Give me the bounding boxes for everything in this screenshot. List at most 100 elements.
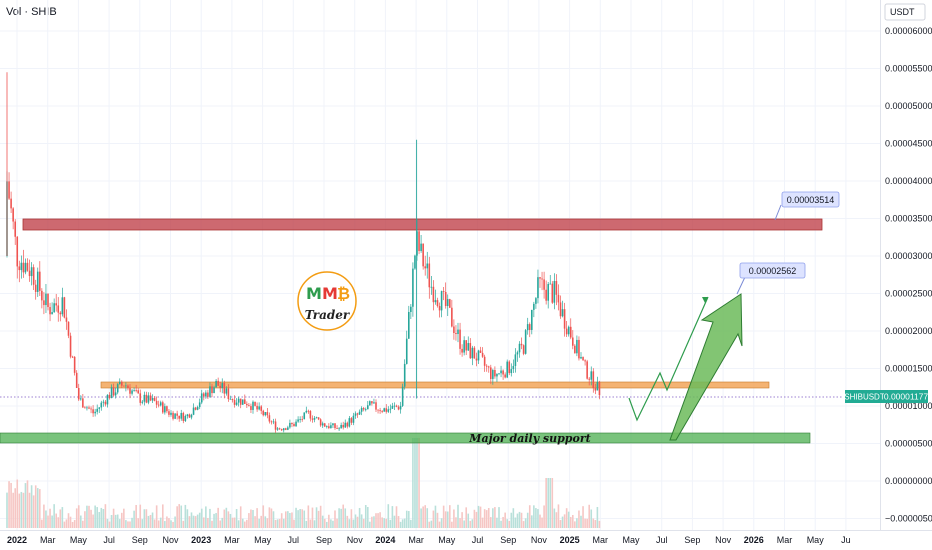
- candle-body: [225, 388, 228, 394]
- volume-bar: [303, 510, 306, 528]
- volume-bar: [114, 514, 117, 528]
- candle-body: [510, 369, 513, 374]
- candle-body: [176, 413, 178, 416]
- volume-bar: [39, 489, 41, 528]
- volume-bar: [293, 519, 295, 528]
- volume-bar: [94, 505, 96, 528]
- volume-bar: [215, 513, 217, 528]
- volume-bar: [135, 504, 137, 528]
- candle-body: [30, 267, 33, 277]
- volume-bar: [264, 516, 267, 528]
- candle-body: [246, 403, 248, 406]
- volume-bar: [588, 504, 590, 528]
- volume-bar: [469, 520, 472, 528]
- volume-bar: [549, 478, 552, 528]
- candle-body: [98, 407, 101, 409]
- currency-label: USDT: [890, 7, 915, 17]
- volume-bar: [86, 505, 88, 528]
- volume-bar: [137, 518, 139, 528]
- volume-bar: [305, 520, 308, 528]
- volume-bar: [440, 518, 443, 528]
- candle-body: [453, 326, 455, 333]
- volume-bar: [498, 507, 500, 528]
- candle-body: [264, 412, 267, 416]
- time-tick: 2023: [191, 535, 211, 545]
- mid-zone[interactable]: [100, 381, 770, 389]
- volume-bar: [278, 519, 281, 528]
- volume-bar: [522, 521, 525, 528]
- volume-bar: [276, 519, 279, 528]
- candle-body: [524, 330, 527, 354]
- candle-body: [465, 340, 467, 351]
- volume-bar: [553, 508, 556, 528]
- volume-bar: [350, 509, 353, 528]
- candle-body: [133, 390, 135, 391]
- candle-body: [221, 383, 224, 389]
- candle-body: [412, 268, 414, 307]
- big-up-arrow[interactable]: [669, 293, 743, 441]
- time-tick: Jul: [472, 535, 484, 545]
- candle-body: [479, 350, 482, 353]
- time-tick: Jul: [656, 535, 668, 545]
- volume-bar: [289, 512, 291, 528]
- resistance-zone[interactable]: [22, 218, 823, 231]
- volume-bar: [14, 488, 16, 528]
- volume-bar: [172, 521, 174, 528]
- candle-body: [582, 357, 584, 361]
- candle-body: [159, 402, 162, 406]
- volume-bar: [432, 510, 435, 528]
- candle-body: [215, 380, 217, 388]
- candle-body: [547, 284, 549, 301]
- target-mid-box[interactable]: [739, 262, 806, 279]
- volume-bar: [344, 508, 347, 528]
- volume-bar: [205, 506, 207, 528]
- time-tick: Nov: [162, 535, 179, 545]
- volume-bar: [580, 515, 582, 528]
- candle-body: [143, 394, 146, 402]
- volume-bar: [80, 515, 82, 528]
- projection-path[interactable]: [628, 296, 709, 422]
- volume-bar: [328, 514, 330, 528]
- candle-body: [555, 281, 558, 295]
- candle-body: [114, 392, 117, 396]
- candle-body: [590, 371, 593, 380]
- candle-body: [137, 390, 139, 394]
- candle-body: [483, 356, 486, 366]
- volume-bar: [393, 515, 396, 528]
- candle-body: [369, 401, 371, 406]
- volume-bar: [241, 518, 244, 528]
- volume-bar: [145, 509, 148, 528]
- candle-body: [545, 289, 547, 301]
- volume-bar: [18, 493, 21, 528]
- time-tick: Ju: [841, 535, 851, 545]
- time-axis[interactable]: 2022 Mar May Jul Sep Nov 2023 Mar May Jul Sep Nov 20…: [7, 535, 851, 545]
- volume-bar: [311, 507, 314, 528]
- volume-bar: [8, 481, 10, 528]
- support-zone[interactable]: [0, 432, 811, 444]
- candle-body: [391, 405, 394, 409]
- currency-box[interactable]: [884, 3, 926, 21]
- candle-body: [362, 408, 365, 410]
- volume-bar: [430, 520, 433, 528]
- candle-body: [291, 422, 293, 425]
- price-tick: 0.00002000: [885, 326, 932, 336]
- volume-bar: [463, 520, 465, 528]
- candle-body: [578, 339, 580, 359]
- candle-body: [506, 361, 508, 378]
- candle-body: [514, 354, 517, 366]
- volume-bar: [139, 504, 142, 528]
- candle-body: [104, 401, 107, 405]
- volume-bar: [149, 514, 152, 528]
- volume-bar: [446, 511, 449, 528]
- target-high-box[interactable]: [781, 191, 840, 208]
- volume-bar: [326, 521, 328, 528]
- candle-body: [106, 394, 109, 405]
- volume-bar: [57, 517, 60, 528]
- price-axis[interactable]: 0.00006000 0.00005500 0.00005000 0.00004500…: [885, 26, 932, 524]
- volume-bar: [401, 519, 404, 528]
- candle-body: [141, 401, 144, 403]
- candle-body: [393, 405, 396, 407]
- time-tick: Sep: [132, 535, 148, 545]
- candle-body: [399, 405, 402, 410]
